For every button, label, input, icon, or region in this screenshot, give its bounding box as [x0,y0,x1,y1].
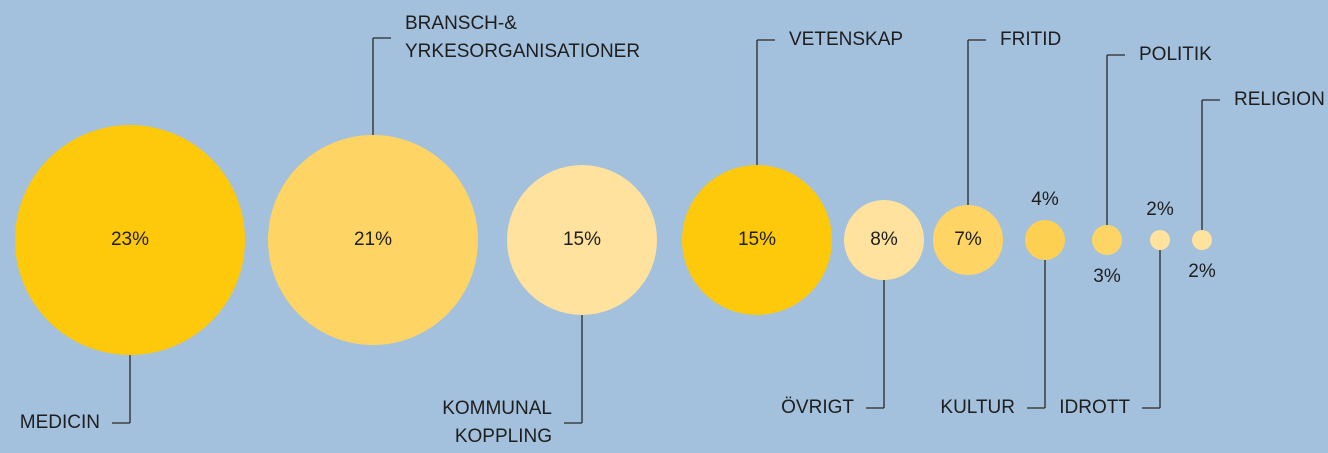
value-label: 15% [563,229,601,250]
category-label: RELIGION [1234,89,1325,110]
bubble [1025,220,1065,260]
category-label: IDROTT [1059,397,1130,418]
category-label: POLITIK [1139,44,1212,65]
bubble [1092,225,1122,255]
category-label: YRKESORGANISATIONER [405,41,640,62]
bubble [1150,230,1170,250]
value-label: 2% [1146,199,1174,220]
bubble [844,200,924,280]
value-label: 3% [1093,266,1121,287]
category-label: BRANSCH-& [405,13,517,34]
value-label: 23% [111,229,149,250]
value-label: 2% [1188,261,1216,282]
category-label: MEDICIN [20,412,100,433]
category-label: FRITID [1000,29,1061,50]
category-label: KULTUR [940,397,1015,418]
category-label: KOMMUNAL [442,398,552,419]
value-label: 7% [954,229,982,250]
bubble [933,205,1003,275]
value-label: 4% [1031,189,1059,210]
bubble [682,165,832,315]
category-label: KOPPLING [455,426,552,447]
category-label: ÖVRIGT [781,397,854,418]
value-label: 15% [738,229,776,250]
value-label: 8% [870,229,898,250]
bubble [268,135,478,345]
bubble [507,165,657,315]
category-label: VETENSKAP [789,29,903,50]
value-label: 21% [354,229,392,250]
bubble [15,125,245,355]
bubble [1192,230,1212,250]
